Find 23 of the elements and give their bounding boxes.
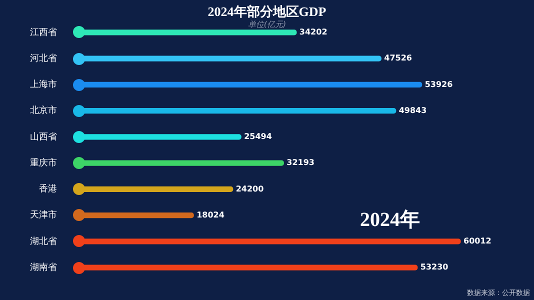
data-label: 25494 (244, 132, 272, 142)
y-tick-label: 上海市 (30, 79, 57, 90)
data-label: 49843 (398, 106, 427, 115)
data-label: 24200 (236, 184, 264, 194)
y-tick-label: 香港 (39, 184, 57, 195)
annotation: 2024年 (360, 208, 420, 233)
y-tick-label: 江西省 (30, 26, 57, 38)
y-tick-label: 山西省 (30, 131, 57, 142)
data-label: 47526 (384, 54, 412, 63)
data-label: 53230 (420, 262, 449, 272)
chart-subtitle: 单位(亿元) (248, 20, 286, 29)
y-tick-label: 北京市 (30, 105, 57, 116)
y-tick-label: 湖北省 (30, 236, 57, 247)
data-label: 60012 (464, 236, 492, 246)
data-label: 53926 (424, 80, 454, 89)
y-tick-label: 天津市 (30, 210, 57, 221)
y-tick-label: 河北省 (30, 52, 57, 64)
y-tick-label: 重庆市 (30, 157, 57, 168)
y-tick-label: 湖南省 (30, 262, 57, 273)
data-label: 34202 (299, 28, 328, 37)
data-label: 32193 (286, 158, 314, 168)
chart-title: 2024年部分地区GDP (206, 3, 328, 20)
data-label: 18024 (196, 210, 225, 220)
